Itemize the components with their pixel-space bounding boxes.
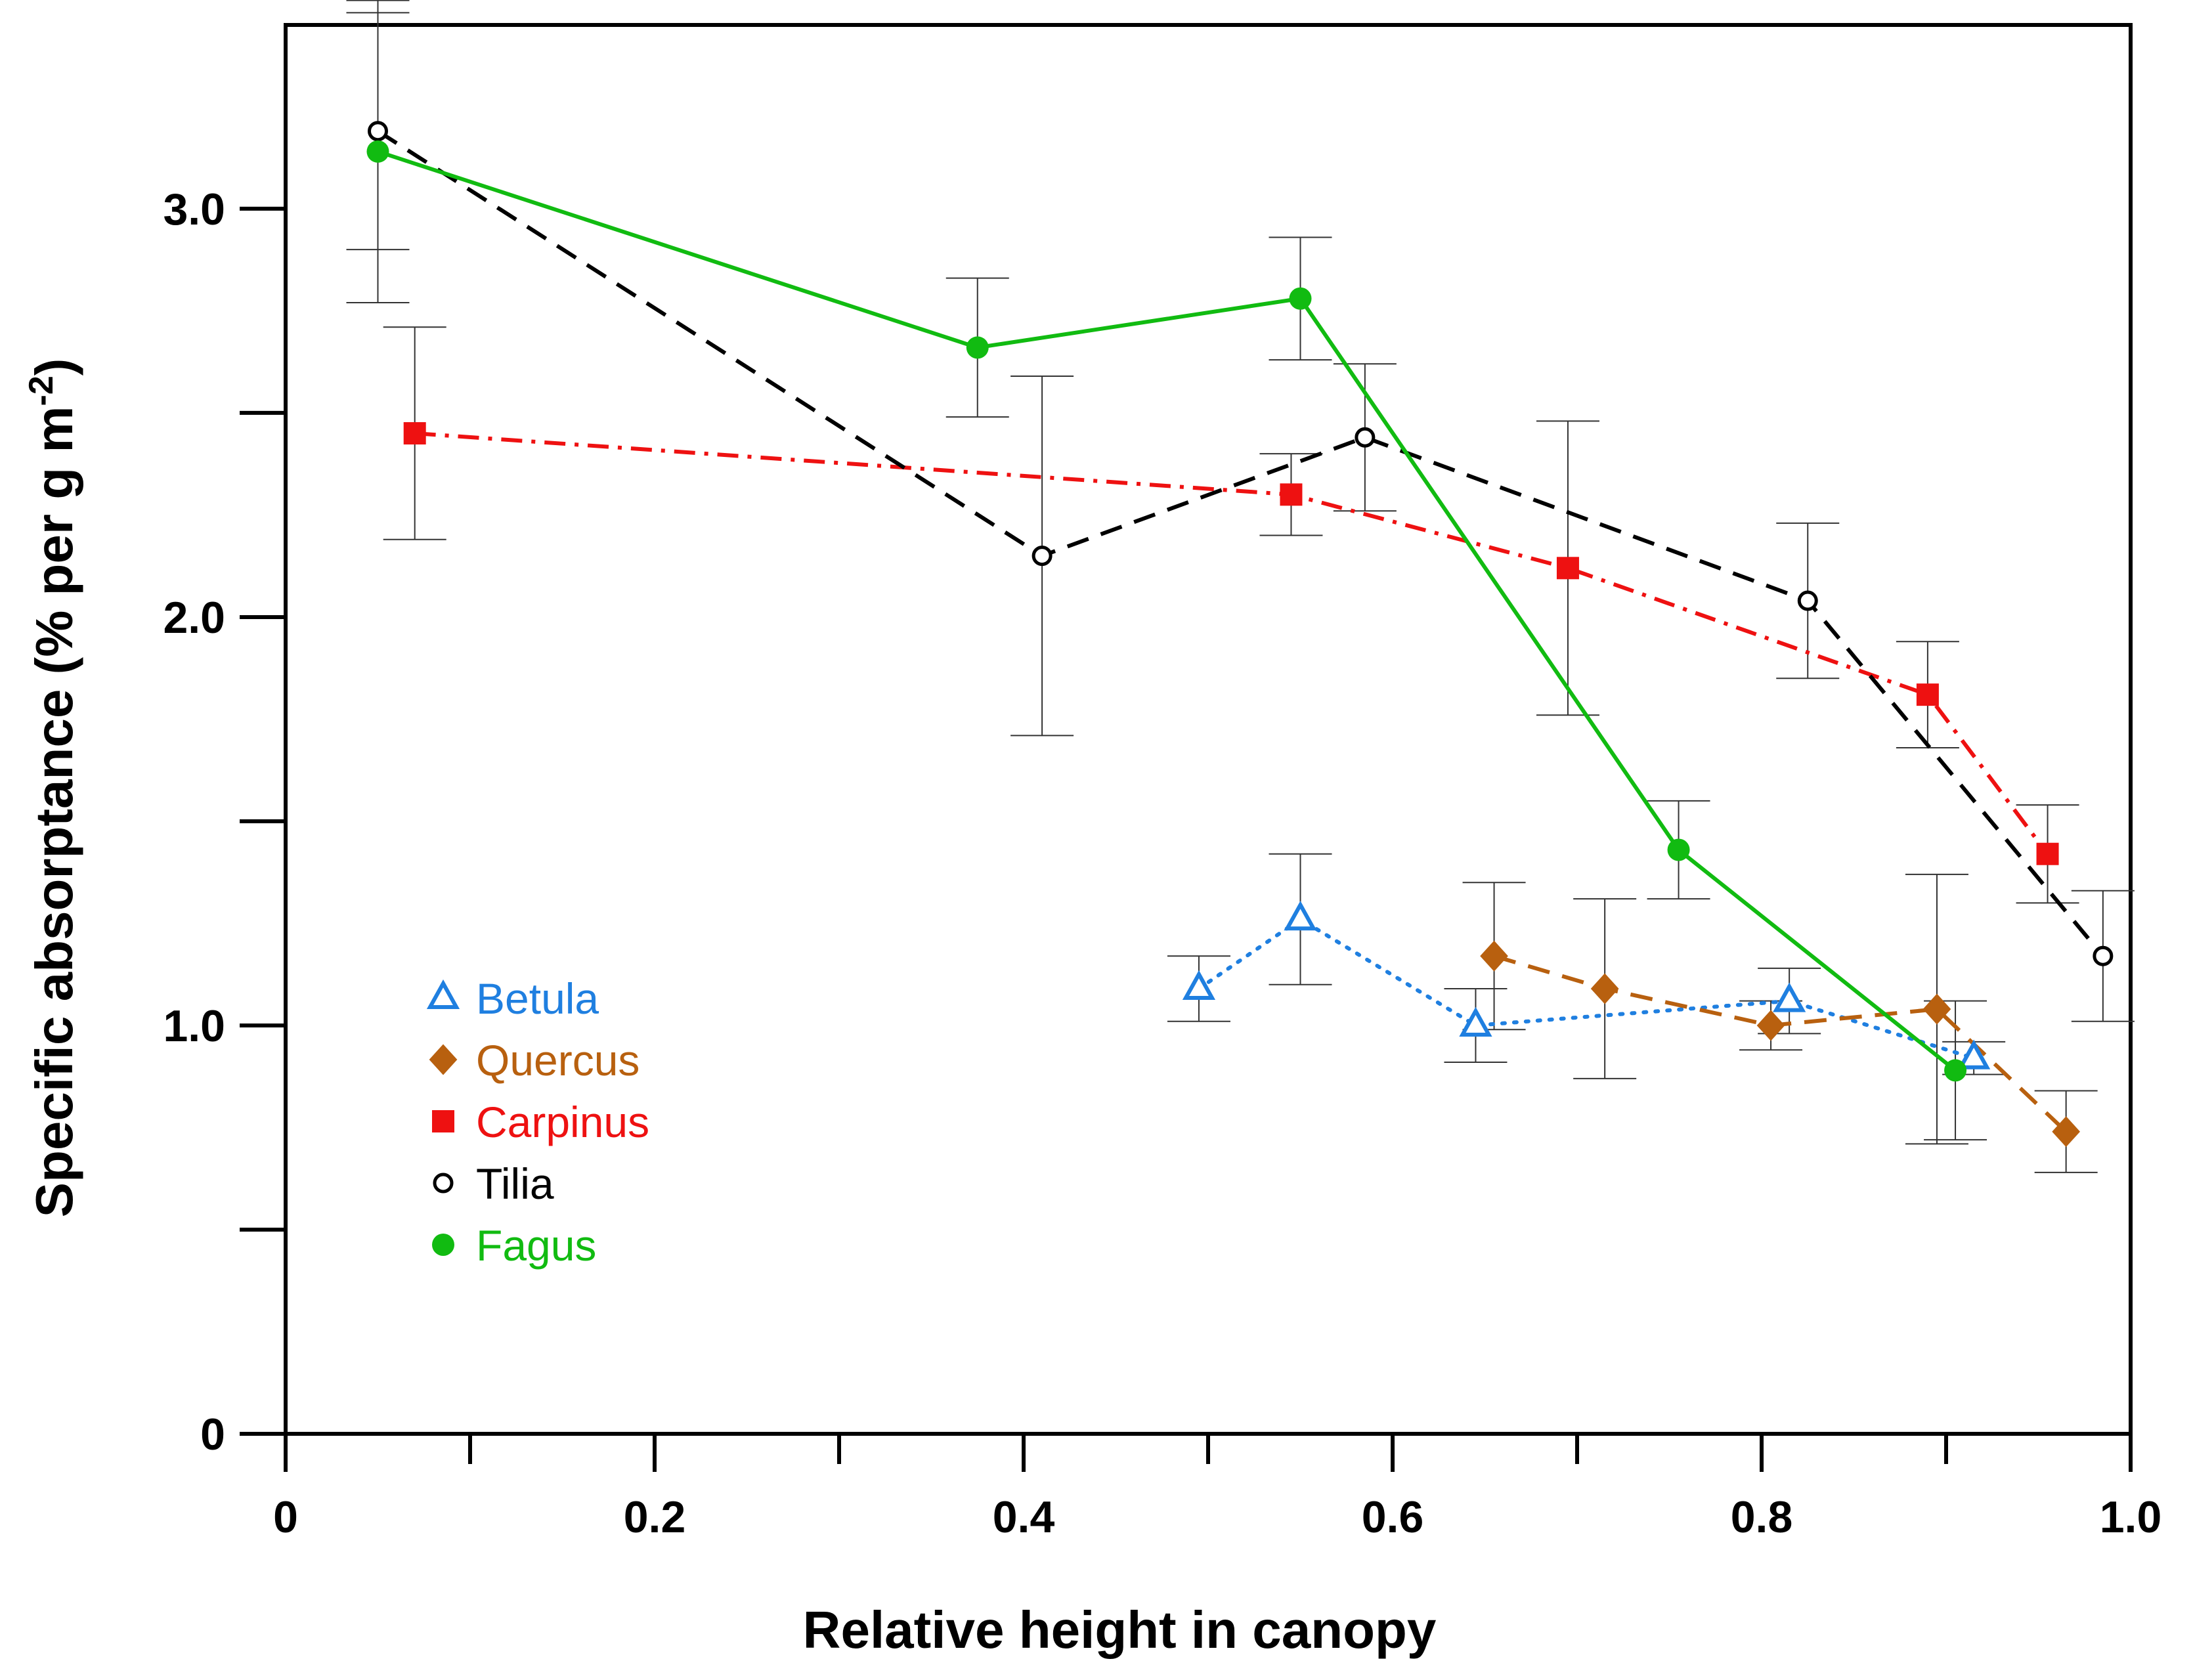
legend-marker-tilia — [433, 1173, 454, 1194]
data-point-quercus — [1756, 1010, 1785, 1041]
tick-labels-layer: 0 0.2 0.4 0.6 0.8 1.0 0 1.0 2.0 3.0 — [163, 184, 2161, 1542]
data-point-betula — [1182, 970, 1216, 1000]
x-tick-label: 0.4 — [993, 1492, 1055, 1542]
data-point-betula — [1957, 1039, 1991, 1069]
legend-label-fagus: Fagus — [476, 1221, 596, 1270]
y-axis-title: Specific absorptance (% per g m-2) — [22, 358, 83, 1218]
data-point-tilia — [1031, 546, 1053, 567]
data-point-tilia — [1797, 590, 1818, 611]
data-point-carpinus — [1916, 683, 1939, 706]
legend-marker-quercus — [429, 1044, 458, 1075]
y-axis-title-close: ) — [25, 358, 83, 376]
legend-label-quercus: Quercus — [476, 1036, 640, 1085]
x-tick-label: 0.6 — [1362, 1492, 1424, 1542]
legend-label-carpinus: Carpinus — [476, 1098, 649, 1146]
data-point-betula — [1459, 1006, 1492, 1037]
y-tick-label: 0 — [200, 1410, 225, 1459]
legend-label-betula: Betula — [476, 974, 599, 1023]
x-tick-label: 0.8 — [1731, 1492, 1793, 1542]
y-tick-label: 3.0 — [163, 184, 225, 234]
data-point-carpinus — [2036, 842, 2059, 865]
legend: Betula Quercus Carpinus Tilia Fagus — [426, 974, 649, 1270]
data-point-carpinus — [403, 422, 426, 445]
data-point-quercus — [1590, 973, 1619, 1004]
legend-label-tilia: Tilia — [476, 1159, 554, 1208]
y-tick-label: 1.0 — [163, 1001, 225, 1051]
data-point-fagus — [1667, 838, 1690, 861]
legend-entry-betula: Betula — [426, 974, 599, 1023]
data-point-carpinus — [1280, 483, 1303, 506]
legend-entry-quercus: Quercus — [429, 1036, 640, 1085]
series-line-carpinus — [414, 431, 2049, 855]
legend-marker-fagus — [432, 1234, 454, 1256]
data-point-quercus — [2052, 1116, 2081, 1148]
data-point-fagus — [366, 140, 389, 163]
x-axis-title: Relative height in canopy — [803, 1601, 1437, 1659]
data-point-tilia — [2093, 945, 2114, 966]
y-tick-label: 2.0 — [163, 593, 225, 643]
data-point-carpinus — [1556, 557, 1579, 580]
y-axis-title-superscript: -2 — [22, 376, 60, 406]
axes-layer — [240, 23, 2133, 1472]
data-point-tilia — [368, 121, 388, 142]
y-axis-title-main: Specific absorptance (% per g m — [25, 406, 83, 1217]
legend-entry-carpinus: Carpinus — [432, 1098, 649, 1146]
legend-entry-tilia: Tilia — [433, 1159, 554, 1208]
data-point-fagus — [1944, 1059, 1967, 1082]
x-tick-label: 0 — [273, 1492, 298, 1542]
data-point-quercus — [1480, 940, 1508, 972]
data-point-fagus — [966, 336, 989, 359]
data-point-fagus — [1289, 287, 1312, 310]
x-tick-label: 0.2 — [624, 1492, 686, 1542]
series-line-betula — [1196, 916, 1976, 1060]
legend-marker-carpinus — [432, 1110, 454, 1132]
x-tick-label: 1.0 — [2100, 1492, 2162, 1542]
markers-layer — [366, 121, 2114, 1148]
data-point-quercus — [1922, 993, 1951, 1025]
data-point-tilia — [1355, 427, 1376, 448]
legend-entry-fagus: Fagus — [432, 1221, 596, 1270]
series-line-tilia — [376, 129, 2105, 958]
data-point-betula — [1773, 982, 1806, 1012]
data-point-betula — [1284, 901, 1317, 931]
legend-marker-betula — [426, 979, 460, 1009]
